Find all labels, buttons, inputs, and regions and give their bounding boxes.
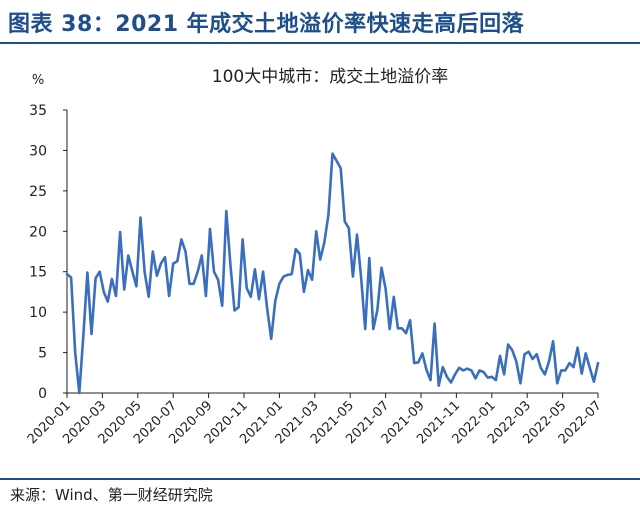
y-tick-label: 35 — [29, 103, 47, 119]
y-tick-label: 0 — [38, 386, 47, 402]
y-axis: 0 5 10 15 20 25 30 35 — [29, 103, 68, 402]
y-axis-unit: % — [32, 73, 44, 88]
y-tick-label: 15 — [29, 265, 47, 281]
title-rule — [0, 42, 640, 44]
y-tick-label: 10 — [29, 305, 47, 321]
series-line — [65, 152, 600, 395]
y-tick-label: 20 — [29, 224, 47, 240]
source-rule — [0, 478, 640, 480]
y-tick-label: 5 — [38, 346, 47, 362]
line-chart: 100大中城市：成交土地溢价率 % 0 5 10 15 20 25 30 35 2020-01… — [25, 67, 605, 447]
figure-title: 图表 38：2021 年成交土地溢价率快速走高后回落 — [8, 12, 525, 37]
chart-title: 100大中城市：成交土地溢价率 — [212, 67, 448, 87]
x-axis: 2020-012020-032020-052020-072020-092020-… — [25, 392, 605, 447]
y-tick-label: 25 — [29, 184, 47, 200]
y-tick-label: 30 — [29, 143, 47, 159]
source-note: 来源：Wind、第一财经研究院 — [10, 486, 213, 504]
